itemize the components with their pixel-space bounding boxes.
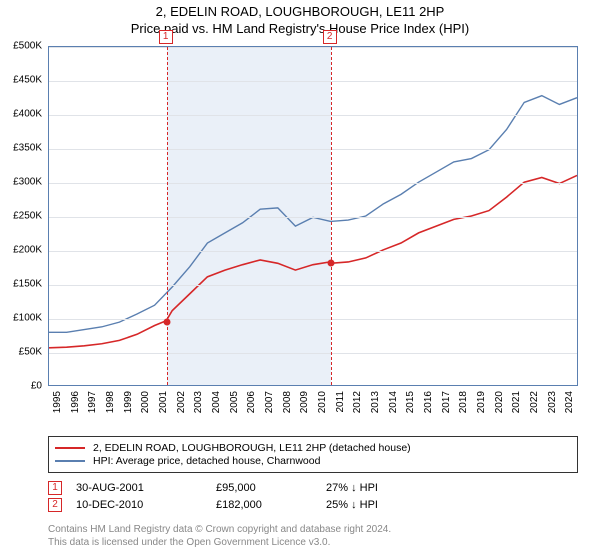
- sale-price: £95,000: [216, 482, 326, 494]
- series-line-property: [49, 175, 577, 347]
- x-tick-label: 2013: [370, 391, 381, 413]
- sales-row: 1 30-AUG-2001 £95,000 27% ↓ HPI: [48, 481, 578, 495]
- sale-delta: 27% ↓ HPI: [326, 482, 436, 494]
- x-tick-label: 1999: [123, 391, 134, 413]
- x-tick-label: 1995: [52, 391, 63, 413]
- sales-table: 1 30-AUG-2001 £95,000 27% ↓ HPI 2 10-DEC…: [48, 478, 578, 515]
- x-tick-label: 2018: [458, 391, 469, 413]
- gridline: [49, 319, 577, 320]
- gridline: [49, 217, 577, 218]
- y-tick-label: £400K: [13, 109, 42, 120]
- x-tick-label: 2012: [352, 391, 363, 413]
- x-tick-label: 2015: [405, 391, 416, 413]
- y-tick-label: £250K: [13, 211, 42, 222]
- x-tick-label: 2003: [193, 391, 204, 413]
- x-tick-label: 2019: [476, 391, 487, 413]
- y-tick-label: £350K: [13, 143, 42, 154]
- x-tick-label: 1998: [105, 391, 116, 413]
- marker-line: [331, 47, 332, 385]
- x-tick-label: 2009: [299, 391, 310, 413]
- title-block: 2, EDELIN ROAD, LOUGHBOROUGH, LE11 2HP P…: [0, 0, 600, 36]
- y-axis: £0£50K£100K£150K£200K£250K£300K£350K£400…: [0, 46, 46, 386]
- sale-delta: 25% ↓ HPI: [326, 499, 436, 511]
- legend-swatch: [55, 447, 85, 449]
- y-tick-label: £500K: [13, 41, 42, 52]
- gridline: [49, 353, 577, 354]
- gridline: [49, 285, 577, 286]
- x-tick-label: 2008: [282, 391, 293, 413]
- gridline: [49, 115, 577, 116]
- marker-box-icon: 2: [48, 498, 62, 512]
- legend-row: HPI: Average price, detached house, Char…: [55, 455, 571, 467]
- x-tick-label: 2000: [140, 391, 151, 413]
- legend-label: 2, EDELIN ROAD, LOUGHBOROUGH, LE11 2HP (…: [93, 442, 411, 454]
- y-tick-label: £150K: [13, 279, 42, 290]
- chart-plot-area: [48, 46, 578, 386]
- y-tick-label: £50K: [19, 347, 42, 358]
- legend-label: HPI: Average price, detached house, Char…: [93, 455, 320, 467]
- legend-swatch: [55, 460, 85, 462]
- gridline: [49, 183, 577, 184]
- footnote: Contains HM Land Registry data © Crown c…: [48, 524, 578, 549]
- marker-box-icon: 1: [48, 481, 62, 495]
- x-tick-label: 2007: [264, 391, 275, 413]
- chart-lines-svg: [49, 47, 577, 385]
- x-tick-label: 2020: [494, 391, 505, 413]
- x-tick-label: 2023: [547, 391, 558, 413]
- y-tick-label: £300K: [13, 177, 42, 188]
- footnote-line: Contains HM Land Registry data © Crown c…: [48, 524, 578, 537]
- footnote-line: This data is licensed under the Open Gov…: [48, 537, 578, 550]
- chart-title: 2, EDELIN ROAD, LOUGHBOROUGH, LE11 2HP: [0, 4, 600, 19]
- chart-container: 2, EDELIN ROAD, LOUGHBOROUGH, LE11 2HP P…: [0, 0, 600, 560]
- x-tick-label: 2024: [564, 391, 575, 413]
- gridline: [49, 251, 577, 252]
- sales-row: 2 10-DEC-2010 £182,000 25% ↓ HPI: [48, 498, 578, 512]
- x-tick-label: 1997: [87, 391, 98, 413]
- x-tick-label: 2006: [246, 391, 257, 413]
- sale-dot-icon: [163, 319, 170, 326]
- gridline: [49, 149, 577, 150]
- x-tick-label: 2021: [511, 391, 522, 413]
- y-tick-label: £0: [31, 381, 42, 392]
- y-tick-label: £100K: [13, 313, 42, 324]
- chart-subtitle: Price paid vs. HM Land Registry's House …: [0, 21, 600, 36]
- x-tick-label: 2022: [529, 391, 540, 413]
- x-tick-label: 2011: [335, 391, 346, 413]
- marker-box-icon: 1: [159, 30, 173, 44]
- x-tick-label: 2002: [176, 391, 187, 413]
- sale-date: 30-AUG-2001: [76, 482, 216, 494]
- marker-line: [167, 47, 168, 385]
- x-tick-label: 2004: [211, 391, 222, 413]
- sale-dot-icon: [327, 260, 334, 267]
- x-axis: 1995 1996 1997 1998 1999 2000 2001 2002 2003 2004…: [48, 388, 578, 434]
- gridline: [49, 47, 577, 48]
- x-tick-label: 2014: [388, 391, 399, 413]
- legend: 2, EDELIN ROAD, LOUGHBOROUGH, LE11 2HP (…: [48, 436, 578, 473]
- sale-date: 10-DEC-2010: [76, 499, 216, 511]
- x-tick-label: 2017: [441, 391, 452, 413]
- y-tick-label: £450K: [13, 75, 42, 86]
- x-tick-label: 2016: [423, 391, 434, 413]
- sale-price: £182,000: [216, 499, 326, 511]
- y-tick-label: £200K: [13, 245, 42, 256]
- marker-box-icon: 2: [323, 30, 337, 44]
- legend-row: 2, EDELIN ROAD, LOUGHBOROUGH, LE11 2HP (…: [55, 442, 571, 454]
- x-tick-label: 1996: [70, 391, 81, 413]
- x-tick-label: 2005: [229, 391, 240, 413]
- gridline: [49, 81, 577, 82]
- x-tick-label: 2001: [158, 391, 169, 413]
- x-tick-label: 2010: [317, 391, 328, 413]
- series-line-hpi: [49, 96, 577, 333]
